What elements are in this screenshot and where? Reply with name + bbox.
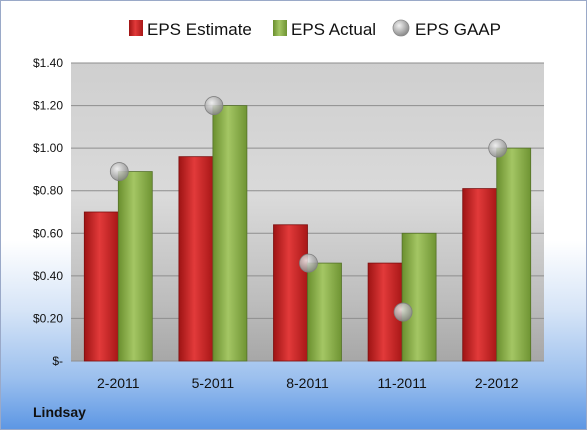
legend: EPS Estimate EPS Actual EPS GAAP	[129, 19, 501, 39]
y-tick-label: $0.20	[33, 311, 63, 325]
marker-eps-gaap-11-2011	[393, 302, 413, 322]
legend-item-eps-actual: EPS Actual	[273, 20, 376, 39]
legend-swatch-eps-estimate	[129, 20, 143, 36]
x-tick-label: 11-2011	[377, 375, 427, 391]
bar-eps-actual-2-2011	[117, 171, 153, 362]
legend-label-eps-actual: EPS Actual	[291, 20, 376, 39]
marker-eps-gaap-5-2011	[204, 96, 224, 115]
x-tick-label: 2-2012	[475, 375, 519, 391]
bar-eps-estimate-5-2011	[178, 156, 214, 362]
bars	[83, 96, 532, 362]
marker-eps-gaap-2-2011	[109, 162, 129, 181]
x-axis-ticks: 2-2011 5-2011 8-2011 11-2011 2-2012	[97, 375, 519, 391]
y-tick-label: $0.40	[33, 269, 63, 283]
legend-item-eps-gaap: EPS GAAP	[392, 19, 501, 39]
x-tick-label: 5-2011	[192, 375, 235, 391]
y-tick-label: $1.20	[33, 99, 63, 113]
legend-swatch-eps-gaap	[392, 19, 410, 37]
bar-eps-estimate-8-2011	[273, 224, 308, 362]
y-tick-label: $1.40	[33, 56, 63, 70]
bar-eps-actual-11-2011	[401, 232, 437, 362]
y-axis-ticks: $- $0.20 $0.40 $0.60 $0.80 $1.00 $1.20 $1.40	[33, 56, 63, 368]
legend-label-eps-estimate: EPS Estimate	[147, 20, 252, 39]
marker-eps-gaap-2-2012	[488, 138, 508, 158]
bar-eps-actual-2-2012	[496, 147, 532, 362]
legend-swatch-eps-actual	[273, 20, 287, 36]
marker-eps-gaap-8-2011	[299, 253, 318, 273]
y-tick-label: $1.00	[33, 141, 63, 155]
y-tick-label: $0.80	[33, 184, 63, 198]
company-caption: Lindsay	[33, 404, 86, 420]
x-tick-label: 8-2011	[286, 375, 329, 391]
x-tick-label: 2-2011	[97, 375, 140, 391]
bar-eps-actual-8-2011	[307, 262, 342, 362]
y-tick-label: $0.60	[33, 226, 63, 240]
y-tick-label: $-	[52, 354, 63, 368]
legend-label-eps-gaap: EPS GAAP	[415, 20, 501, 39]
bar-eps-estimate-2-2012	[462, 188, 498, 362]
bar-eps-estimate-2-2011	[83, 211, 119, 362]
bar-eps-actual-5-2011	[212, 105, 248, 362]
legend-item-eps-estimate: EPS Estimate	[129, 20, 252, 39]
